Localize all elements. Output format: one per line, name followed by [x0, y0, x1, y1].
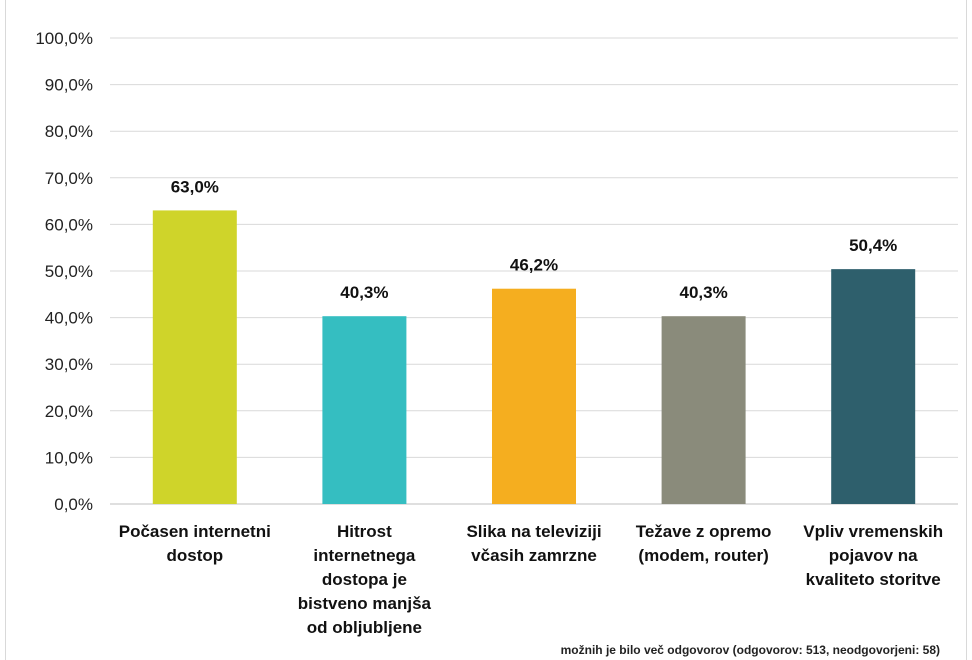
y-tick-label: 20,0% [45, 402, 93, 421]
x-tick-label: Počasen internetni dostop [119, 522, 271, 565]
y-tick-label: 10,0% [45, 448, 93, 467]
y-tick-label: 60,0% [45, 215, 93, 234]
data-label: 40,3% [340, 283, 388, 302]
data-labels: 63,0% 40,3% 46,2% 40,3% 50,4% [171, 177, 898, 302]
y-tick-label: 80,0% [45, 122, 93, 141]
bar [661, 316, 746, 504]
y-tick-label: 70,0% [45, 169, 93, 188]
y-tick-label: 50,0% [45, 262, 93, 281]
bar [152, 210, 237, 505]
data-label: 63,0% [171, 177, 219, 196]
x-tick-label: Slika na televiziji včasih zamrzne [466, 522, 601, 565]
y-tick-label: 0,0% [54, 495, 93, 514]
bar [492, 288, 576, 504]
x-tick-label: Vpliv vremenskih pojavov na kvaliteto stor… [803, 522, 943, 589]
y-tick-label: 40,0% [45, 309, 93, 328]
y-tick-label: 30,0% [45, 355, 93, 374]
footnote: možnih je bilo več odgovorov (odgovorov:… [560, 643, 940, 657]
data-label: 40,3% [679, 283, 727, 302]
bar [831, 269, 916, 504]
bar [322, 316, 407, 504]
y-axis-tick-labels: 0,0% 10,0% 20,0% 30,0% 40,0% 50,0% 60,0% 70,0% 8… [35, 29, 93, 514]
bars [152, 210, 916, 505]
x-tick-label: Težave z opremo (modem, router) [636, 522, 772, 565]
x-tick-label: Hitrost internetnega dostopa je bistveno ma… [298, 522, 432, 637]
y-tick-label: 90,0% [45, 76, 93, 95]
y-tick-label: 100,0% [35, 29, 93, 48]
data-label: 50,4% [849, 236, 897, 255]
data-label: 46,2% [510, 256, 558, 275]
x-axis-category-labels: Počasen internetni dostop Hitrost internetn… [119, 522, 943, 637]
chart-frame [5, 0, 967, 660]
